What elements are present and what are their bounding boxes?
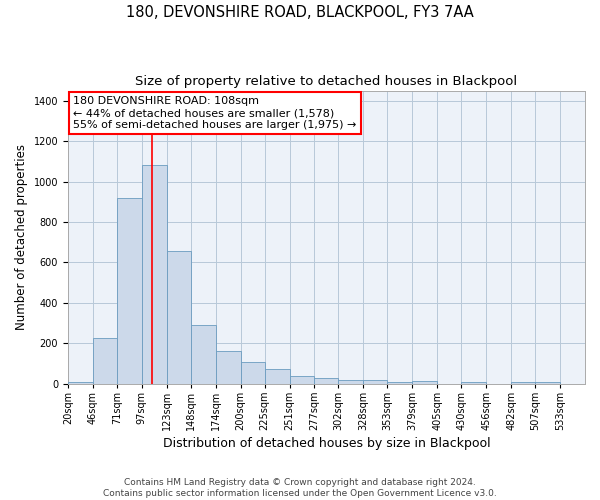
X-axis label: Distribution of detached houses by size in Blackpool: Distribution of detached houses by size … [163, 437, 490, 450]
Bar [93, 338, 117, 384]
Bar [215, 352, 241, 384]
Text: Contains HM Land Registry data © Crown copyright and database right 2024.
Contai: Contains HM Land Registry data © Crown c… [103, 478, 497, 498]
Bar [68, 382, 93, 384]
Bar [241, 362, 265, 384]
Bar [338, 380, 364, 384]
Bar [117, 198, 142, 384]
Bar [388, 382, 412, 384]
Bar [461, 382, 486, 384]
Text: 180, DEVONSHIRE ROAD, BLACKPOOL, FY3 7AA: 180, DEVONSHIRE ROAD, BLACKPOOL, FY3 7AA [126, 5, 474, 20]
Bar [265, 370, 290, 384]
Text: 180 DEVONSHIRE ROAD: 108sqm
← 44% of detached houses are smaller (1,578)
55% of : 180 DEVONSHIRE ROAD: 108sqm ← 44% of det… [73, 96, 356, 130]
Y-axis label: Number of detached properties: Number of detached properties [15, 144, 28, 330]
Bar [364, 380, 388, 384]
Bar [290, 376, 314, 384]
Title: Size of property relative to detached houses in Blackpool: Size of property relative to detached ho… [136, 75, 518, 88]
Bar [142, 166, 167, 384]
Bar [412, 381, 437, 384]
Bar [511, 382, 535, 384]
Bar [314, 378, 338, 384]
Bar [191, 325, 215, 384]
Bar [167, 251, 191, 384]
Bar [535, 382, 560, 384]
